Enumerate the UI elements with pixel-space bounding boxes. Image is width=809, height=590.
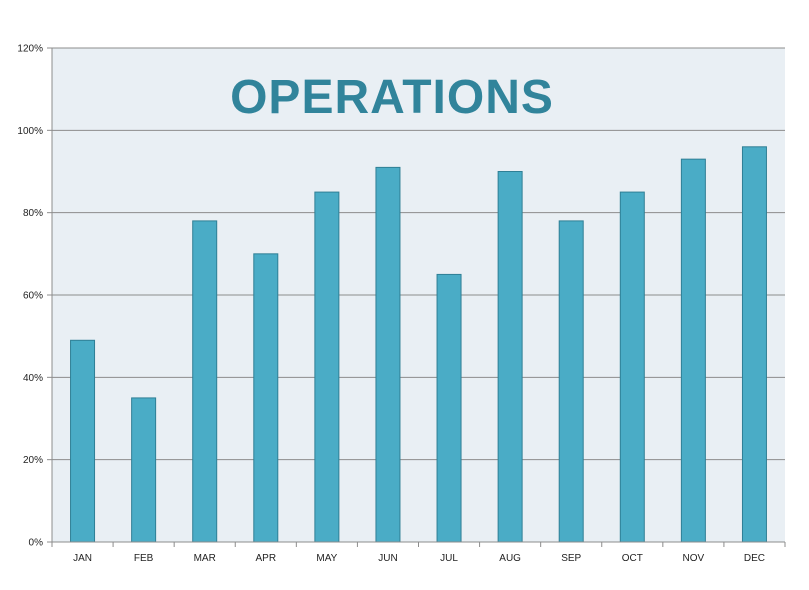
x-tick-label: JUN (378, 553, 397, 564)
y-tick-label: 60% (23, 291, 43, 302)
bars (70, 146, 767, 543)
y-tick-label: 100% (17, 126, 43, 137)
x-tick-label: NOV (683, 553, 705, 564)
x-tick-label: JAN (73, 553, 92, 564)
bar-jun (375, 166, 401, 543)
bar-nov (680, 158, 706, 543)
x-tick-label: MAY (316, 553, 337, 564)
x-tick-label: SEP (561, 553, 581, 564)
bar-mar (192, 220, 218, 543)
bar-jul (436, 273, 462, 543)
x-tick-label: MAR (194, 553, 216, 564)
x-tick-label: APR (256, 553, 277, 564)
bar-may (314, 191, 340, 543)
x-tick-label: OCT (622, 553, 643, 564)
y-tick-label: 20% (23, 455, 43, 466)
y-tick-label: 0% (29, 538, 44, 549)
y-axis-ticks: 0% 20% 40% 60% 80% 100% 120% (17, 44, 52, 549)
bar-aug (497, 171, 523, 543)
bar-dec (741, 146, 767, 543)
bar-oct (619, 191, 645, 543)
bar-apr (253, 253, 279, 543)
y-tick-label: 80% (23, 208, 43, 219)
x-tick-label: AUG (499, 553, 521, 564)
bar-jan (70, 339, 96, 543)
gridlines (52, 47, 785, 461)
y-tick-label: 120% (17, 44, 43, 55)
chart-title: OPERATIONS (230, 71, 554, 124)
y-tick-label: 40% (23, 373, 43, 384)
x-tick-label: JUL (440, 553, 458, 564)
x-tick-label: DEC (744, 553, 765, 564)
bar-sep (558, 220, 584, 543)
x-axis-ticks: JAN FEB MAR APR MAY JUN JUL AUG SEP OCT NOV DEC (51, 542, 786, 564)
bar-feb (131, 397, 157, 543)
x-tick-label: FEB (134, 553, 154, 564)
